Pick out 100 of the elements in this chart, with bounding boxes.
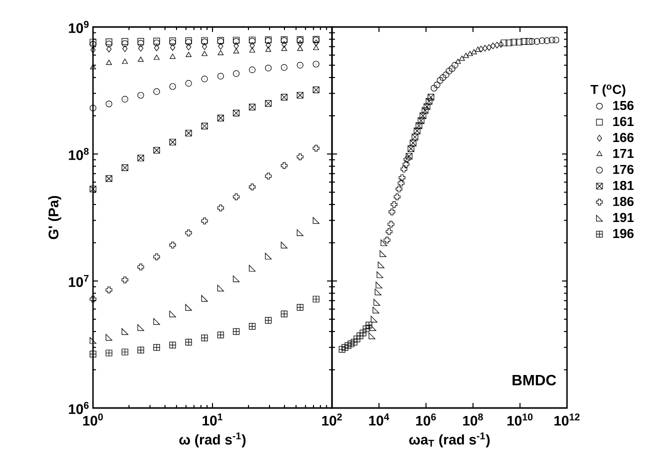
point [312,60,320,68]
point [280,94,288,100]
point [250,42,255,49]
point [170,54,176,59]
point [280,64,288,71]
point [232,194,240,200]
point [122,164,128,171]
point [154,54,160,60]
point [201,76,208,82]
point [217,72,224,80]
point [169,138,176,146]
point [232,110,240,116]
point [249,47,256,53]
point [312,86,320,94]
point [185,338,192,346]
point [153,344,160,351]
point [137,92,144,99]
point [201,122,208,130]
x-axis-title: ω (rad s$^{-1}$) [179,432,246,448]
point [90,46,96,54]
y-axis-title: G' (Pa) [48,196,62,240]
y-tick-label: 10$^{7}$ [68,274,89,288]
point [298,40,303,47]
point [201,334,208,342]
legend-label: 196 [613,228,634,238]
point [234,42,239,50]
point [106,175,112,182]
point [137,346,144,354]
annotation: BMDC [512,374,556,386]
point [266,42,271,48]
point [314,40,319,46]
point [264,100,272,107]
legend-label: 171 [613,148,634,158]
point [264,317,272,324]
x-tick-label: 10$^{4}$ [369,414,390,426]
x-tick-label: 10$^{8}$ [463,414,483,426]
x-tick-label: 10$^{2}$ [322,414,342,426]
point [122,348,128,356]
point [106,100,112,108]
point [312,296,320,302]
point [90,64,96,70]
point [122,45,128,52]
point [313,44,319,50]
point [106,350,112,356]
point [248,66,256,74]
legend-title: T ($^{o}$C) [590,84,626,97]
legend-label: 181 [613,180,634,190]
point [297,46,304,51]
x-tick-label: 10$^{6}$ [416,414,436,426]
point [265,46,272,52]
point [282,41,287,48]
x-tick-label: 10$^{1}$ [202,414,222,426]
point [248,104,256,110]
point [169,342,176,348]
point [137,38,144,45]
point [186,44,192,50]
point [153,146,160,154]
point [153,88,160,95]
point [248,184,256,190]
point [154,44,160,52]
point [138,44,144,52]
point [122,58,128,64]
point [170,44,176,51]
x-tick-label: 10$^{12}$ [554,414,580,426]
point [218,42,224,50]
y-tick-label: 10$^{6}$ [68,402,89,414]
legend-label: 191 [613,212,634,222]
point [90,350,96,358]
point [137,154,144,162]
legend-label: 156 [613,100,634,110]
point [248,322,256,330]
legend-label: 176 [613,164,634,174]
y-tick-label: 10$^{9}$ [68,20,89,34]
point [280,310,288,318]
point [138,56,144,62]
x-tick-label: 10$^{10}$ [507,414,533,426]
point [106,46,112,52]
point [185,80,192,87]
point [90,186,96,192]
legend-label: 161 [613,116,634,126]
point [186,52,192,57]
point [106,60,112,65]
point [202,50,208,56]
point [218,50,224,56]
point [169,83,176,90]
point [122,96,128,103]
x-tick-label: 10$^{0}$ [83,414,103,426]
point [281,46,288,51]
legend-label: 186 [613,196,634,206]
point [232,328,240,335]
point [232,70,240,77]
point [296,92,304,99]
point [296,304,304,311]
point [185,130,192,136]
point [264,64,272,72]
x-axis-title: ωa$_{T}$ (rad s$^{-1}$) [409,432,490,448]
point [202,43,208,50]
point [217,332,224,338]
point [217,114,224,122]
point [122,276,128,284]
